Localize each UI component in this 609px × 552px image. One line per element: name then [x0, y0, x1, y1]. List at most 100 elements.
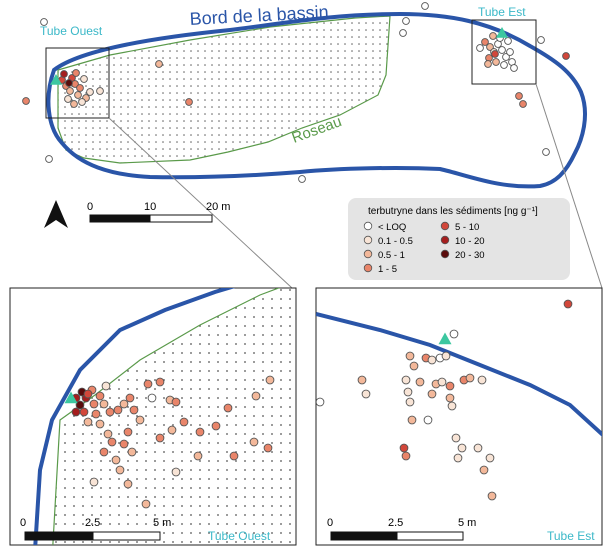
sample-point [76, 84, 84, 92]
sample-point [485, 453, 495, 463]
sample-point [143, 379, 153, 389]
sample-point [89, 477, 99, 487]
legend-label: 20 - 30 [455, 250, 485, 261]
sample-point [99, 447, 109, 457]
basin-outline-inset [33, 288, 236, 545]
sample-point [229, 451, 239, 461]
tube-east-label: Tube Est [478, 5, 526, 19]
sample-point [457, 443, 467, 453]
sample-point [401, 375, 411, 385]
scale-tick: 20 m [206, 201, 230, 213]
sample-point [423, 415, 433, 425]
sample-point [129, 405, 139, 415]
inset-west-label: Tube Ouest [208, 529, 271, 543]
legend-label: 0.5 - 1 [378, 250, 405, 261]
sample-point [562, 52, 570, 60]
sample-point [60, 70, 68, 78]
sample-point [498, 46, 506, 54]
sample-point [72, 69, 80, 77]
sample-point [537, 36, 545, 44]
sample-point [155, 377, 165, 387]
sample-point [96, 87, 104, 95]
sample-point [453, 453, 463, 463]
sample-point [91, 409, 101, 419]
legend-label: 5 - 10 [455, 222, 479, 233]
sample-point [64, 95, 72, 103]
sample-point [251, 391, 261, 401]
sample-point [504, 37, 512, 45]
sample-point [445, 381, 455, 391]
scale-tick: 5 m [153, 517, 171, 529]
legend: terbutryne dans les sédiments [ng g⁻¹] <… [348, 198, 570, 280]
inset-west: 0 2.5 5 m Tube Ouest [9, 287, 297, 546]
sample-point [155, 60, 163, 68]
sample-point [437, 377, 447, 387]
sample-point [361, 389, 371, 399]
sample-point [127, 447, 137, 457]
sample-point [399, 443, 409, 453]
sample-point [115, 465, 125, 475]
sample-point [427, 389, 437, 399]
sample-point [265, 375, 275, 385]
legend-swatch [363, 263, 373, 273]
sample-point [316, 397, 325, 407]
sample-point [95, 419, 105, 429]
legend-swatch [363, 249, 373, 259]
inset-east-label: Tube Est [547, 529, 595, 543]
sample-point [70, 100, 78, 108]
scale-tick: 2.5 [388, 517, 403, 529]
sample-point [99, 399, 109, 409]
sample-point [211, 421, 221, 431]
sample-point [515, 92, 523, 100]
sample-point [473, 443, 483, 453]
sample-point [147, 393, 157, 403]
sample-point [193, 451, 203, 461]
legend-label: 0.1 - 0.5 [378, 236, 413, 247]
sample-point [155, 433, 165, 443]
legend-label: 1 - 5 [378, 264, 397, 275]
sample-point [357, 375, 367, 385]
sample-point [486, 43, 494, 51]
sample-point [74, 91, 82, 99]
sample-point [476, 44, 484, 52]
sample-point [135, 415, 145, 425]
legend-swatch [440, 249, 450, 259]
sample-point [510, 64, 518, 72]
sample-point [103, 429, 113, 439]
sample-point [492, 58, 500, 66]
sample-point [427, 355, 437, 365]
sample-point [83, 389, 93, 399]
sample-point [447, 401, 457, 411]
basin-outline-inset [316, 312, 602, 437]
sample-point [83, 417, 93, 427]
sample-point [405, 351, 415, 361]
sample-point [95, 391, 105, 401]
sample-point [223, 403, 233, 413]
reed-zone-inset [52, 288, 296, 545]
sample-point [563, 299, 573, 309]
sample-point [402, 17, 410, 25]
sample-point [489, 32, 497, 40]
scale-tick: 10 [144, 201, 156, 213]
sample-point [101, 381, 111, 391]
sample-point [171, 467, 181, 477]
legend-swatch [363, 235, 373, 245]
scale-tick: 2.5 [85, 517, 100, 529]
sample-point [195, 427, 205, 437]
sample-point [80, 75, 88, 83]
sample-point [111, 455, 121, 465]
north-arrow-icon [44, 200, 68, 228]
sample-points-main [22, 2, 570, 183]
legend-swatch [440, 235, 450, 245]
legend-label: < LOQ [378, 222, 406, 233]
sample-point [119, 399, 129, 409]
scale-tick: 5 m [458, 517, 476, 529]
sample-point [409, 361, 419, 371]
sample-point [263, 443, 273, 453]
scale-tick: 0 [87, 201, 93, 213]
sample-point [441, 351, 451, 361]
sample-point [519, 100, 527, 108]
sample-point [484, 60, 492, 68]
sample-point [45, 155, 53, 163]
